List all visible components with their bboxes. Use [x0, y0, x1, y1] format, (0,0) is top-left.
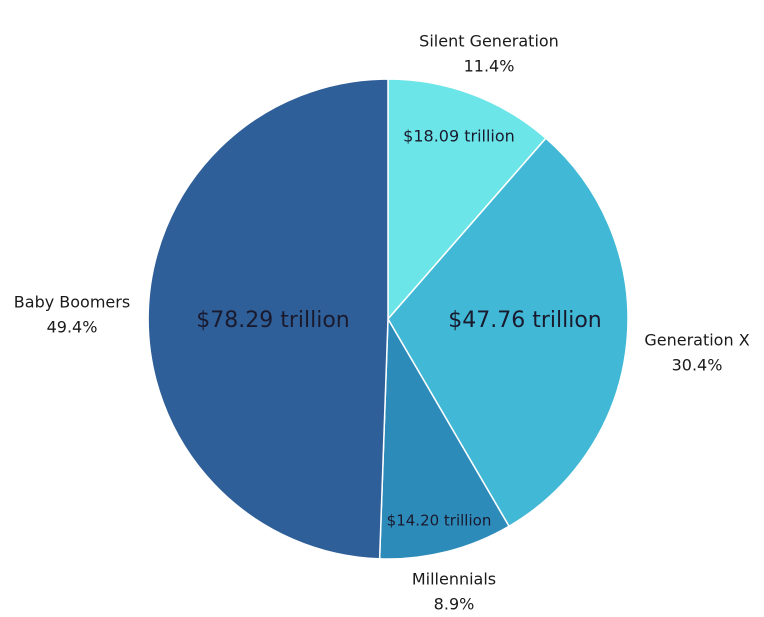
- pie-outer-labels: Silent Generation 11.4% Generation X 30.4% M…: [14, 32, 750, 614]
- legend-name-silent-generation: Silent Generation: [419, 32, 559, 51]
- legend-percent-silent-generation: 11.4%: [464, 57, 515, 76]
- legend-percent-baby-boomers: 49.4%: [47, 318, 98, 337]
- pie-slice-millennials: [378, 316, 511, 560]
- legend-name-baby-boomers: Baby Boomers: [14, 293, 130, 312]
- slice-value-label-generation-x: $47.76 trillion: [448, 308, 602, 333]
- pie-slice-baby-boomers: [147, 78, 389, 560]
- slice-value-label-baby-boomers: $78.29 trillion: [196, 308, 350, 333]
- legend-percent-generation-x: 30.4%: [672, 356, 723, 375]
- slice-value-label-millennials: $14.20 trillion: [387, 512, 492, 530]
- pie-slice-silent-generation: [387, 78, 547, 321]
- slice-value-label-silent-generation: $18.09 trillion: [403, 127, 515, 146]
- pie-slice-generation-x: [387, 137, 629, 528]
- legend-name-generation-x: Generation X: [644, 331, 749, 350]
- legend-name-millennials: Millennials: [412, 570, 496, 589]
- pie-slices: [147, 78, 629, 560]
- legend-percent-millennials: 8.9%: [434, 595, 475, 614]
- pie-inner-labels: $18.09 trillion $47.76 trillion $14.20 tri…: [196, 127, 602, 530]
